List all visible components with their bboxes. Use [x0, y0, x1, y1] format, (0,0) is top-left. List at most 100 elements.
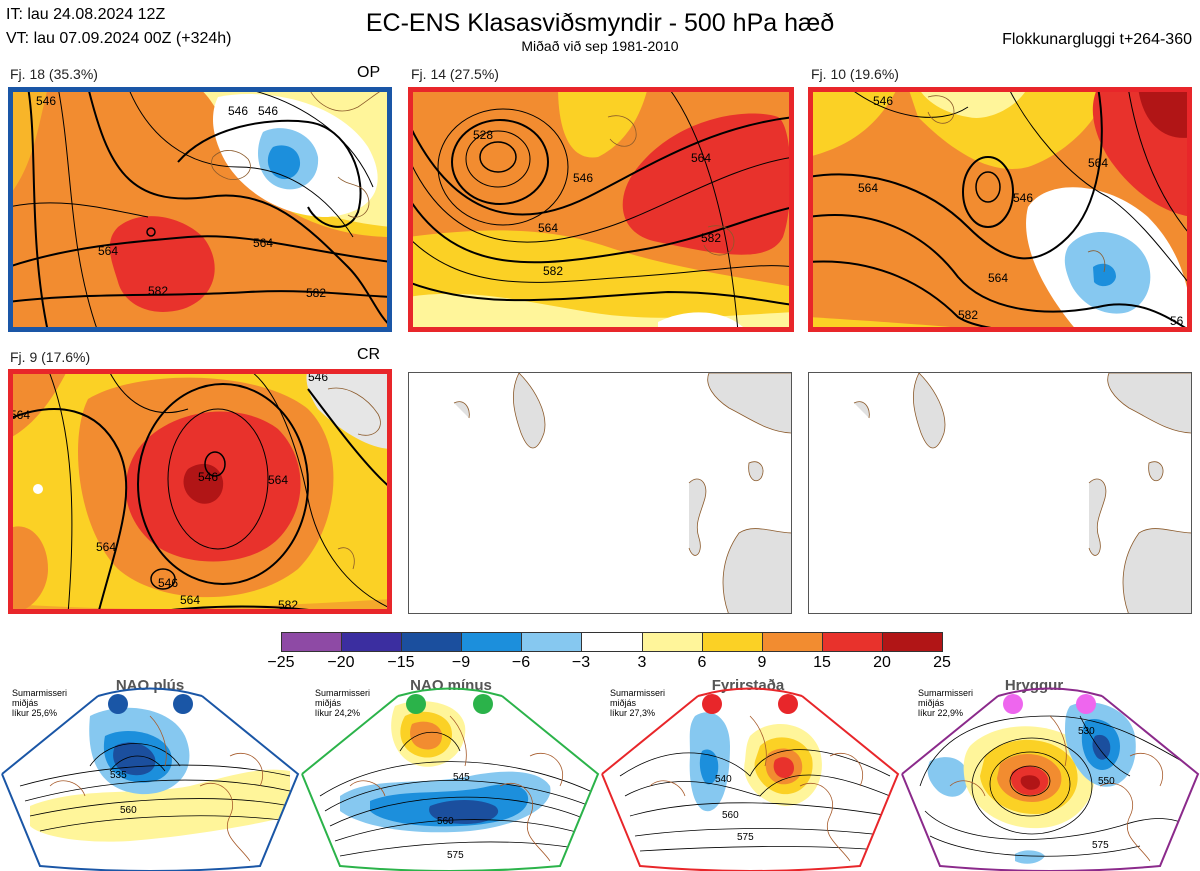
colorbar-bin-7 — [642, 633, 703, 651]
panel-4-contour-label-6: 564 — [180, 593, 200, 607]
regime-3-contour-label-1: 540 — [715, 774, 732, 785]
colorbar-tick: −9 — [451, 654, 471, 671]
colorbar-bin-2 — [342, 633, 403, 651]
colorbar-bin-4 — [462, 633, 523, 651]
colorbar-tick: 3 — [637, 654, 647, 671]
panel-2-contour-label-3: 564 — [538, 221, 558, 235]
panel-4-tag: CR — [357, 346, 381, 363]
colorbar-tick: 6 — [697, 654, 707, 671]
cluster-panel-3: 546 564 546 564 582 564 56 — [808, 87, 1192, 332]
regime-1-mid: miðjás — [12, 698, 39, 708]
colorbar-tick: 9 — [757, 654, 767, 671]
panel-1-contour-label-1: 546 — [36, 94, 56, 108]
colorbar-tick: 15 — [813, 654, 831, 671]
colorbar-tick: −6 — [511, 654, 531, 671]
regime-4-season: Sumarmisseri — [918, 688, 974, 698]
panel-4-frame — [8, 369, 392, 614]
panel-1-frame — [8, 87, 392, 332]
colorbar-bin-6 — [582, 633, 643, 651]
colorbar-bin-5 — [522, 633, 583, 651]
panel-1-contour-label-5: 564 — [253, 236, 273, 250]
it-line: IT: lau 24.08.2024 12Z — [6, 6, 166, 23]
panel-3-contour-label-1: 546 — [873, 94, 893, 108]
regime-3-contour-label-3: 575 — [737, 832, 754, 843]
classification-window: Flokkunargluggi t+264-360 — [1002, 31, 1192, 48]
colorbar-tick: 25 — [933, 654, 951, 671]
empty-map-panel-1 — [408, 372, 792, 614]
panel-1-contour-label-2: 564 — [98, 244, 118, 258]
panel-3-contour-label-6: 564 — [988, 271, 1008, 285]
page-subtitle: Miðað við sep 1981-2010 — [521, 38, 679, 54]
regime-3-season: Sumarmisseri — [610, 688, 666, 698]
regime-1-contour-label-1: 535 — [110, 770, 127, 781]
panel-2-contour-label-2: 546 — [573, 171, 593, 185]
panel-4-contour-label-8: 564 — [10, 408, 30, 422]
vt-line: VT: lau 07.09.2024 00Z (+324h) — [6, 30, 232, 47]
colorbar-tick: −3 — [571, 654, 591, 671]
regime-1-season: Sumarmisseri — [12, 688, 68, 698]
colorbar-tick: −20 — [327, 654, 355, 671]
panel-1-tag: OP — [357, 64, 381, 81]
panel-2-contour-label-4: 564 — [691, 151, 711, 165]
regime-panel-nao-plus: Sumarmisseri miðjás líkur 25,6% NAO plús — [0, 676, 300, 871]
regime-1-contour-label-2: 560 — [120, 805, 137, 816]
regime-4-mid: miðjás — [918, 698, 945, 708]
regime-panel-ridge: Sumarmisseri miðjás líkur 22,9% Hryggur — [900, 676, 1200, 871]
panel-3-contour-label-4: 564 — [1088, 156, 1108, 170]
colorbar-bin-1 — [282, 633, 343, 651]
regime-1-prob: líkur 25,6% — [12, 708, 58, 718]
panel-3-contour-label-2: 564 — [858, 181, 878, 195]
panel-3-frame — [808, 87, 1192, 332]
regime-4-contour-label-2: 550 — [1098, 776, 1115, 787]
panel-3-contour-label-3: 546 — [1013, 191, 1033, 205]
colorbar-tick: −25 — [267, 654, 295, 671]
regime-3-prob: líkur 27,3% — [610, 708, 656, 718]
panel-1-contour-label-4: 582 — [306, 286, 326, 300]
colorbar-tick: 20 — [873, 654, 891, 671]
colorbar — [281, 632, 943, 652]
colorbar-tick: −15 — [387, 654, 415, 671]
regime-4-contour-label-3: 575 — [1092, 840, 1109, 851]
panel-2-label: Fj. 14 (27.5%) — [411, 66, 499, 82]
panel-3-contour-label-5: 582 — [958, 308, 978, 322]
panel-1-label: Fj. 18 (35.3%) — [10, 66, 98, 82]
panel-3-contour-label-7: 56 — [1170, 314, 1184, 328]
empty-map-panel-2 — [808, 372, 1192, 614]
panel-2-contour-label-1: 528 — [473, 128, 493, 142]
page-title: EC-ENS Klasasviðsmyndir - 500 hPa hæð — [365, 9, 835, 37]
regime-2-prob: líkur 24,2% — [315, 708, 361, 718]
colorbar-bin-9 — [762, 633, 823, 651]
regime-2-mid: miðjás — [315, 698, 342, 708]
panel-3-label: Fj. 10 (19.6%) — [811, 66, 899, 82]
cluster-panel-1: 546 564 582 582 564 546 546 — [8, 87, 392, 332]
panel-4-contour-label-1: 546 — [198, 470, 218, 484]
regime-2-contour-label-2: 560 — [437, 816, 454, 827]
panel-4-contour-label-4: 564 — [96, 540, 116, 554]
regime-2-contour-label-3: 575 — [447, 850, 464, 861]
colorbar-bin-8 — [702, 633, 763, 651]
regime-2-contour-label-1: 545 — [453, 772, 470, 783]
panel-2-frame — [408, 87, 794, 332]
panel-1-contour-label-6: 546 — [228, 104, 248, 118]
panel-4-contour-label-7: 582 — [278, 598, 298, 612]
colorbar-bin-11 — [882, 633, 943, 651]
panel-4-contour-label-2: 546 — [158, 576, 178, 590]
regime-panel-blocking: Sumarmisseri miðjás líkur 27,3% Fyrirsta… — [600, 676, 900, 871]
regime-4-contour-label-1: 530 — [1078, 726, 1095, 737]
panel-1-contour-label-7: 546 — [258, 104, 278, 118]
cluster-panel-2: 528 546 564 564 582 582 — [408, 87, 794, 332]
colorbar-bin-3 — [402, 633, 463, 651]
regime-4-title: Hryggur — [1004, 677, 1064, 694]
panel-2-contour-label-5: 582 — [543, 264, 563, 278]
panel-4-label: Fj. 9 (17.6%) — [10, 349, 91, 365]
regime-3-mid: miðjás — [610, 698, 637, 708]
panel-4-contour-label-3: 564 — [268, 473, 288, 487]
colorbar-bin-10 — [822, 633, 883, 651]
regime-panel-nao-minus: Sumarmisseri miðjás líkur 24,2% NAO mínu… — [300, 676, 600, 871]
regime-3-contour-label-2: 560 — [722, 810, 739, 821]
panel-1-contour-label-3: 582 — [148, 284, 168, 298]
regime-2-season: Sumarmisseri — [315, 688, 371, 698]
panel-2-contour-label-6: 582 — [701, 231, 721, 245]
regime-4-prob: líkur 22,9% — [918, 708, 964, 718]
cluster-panel-4: 546 546 564 564 546 564 582 564 — [8, 369, 392, 614]
